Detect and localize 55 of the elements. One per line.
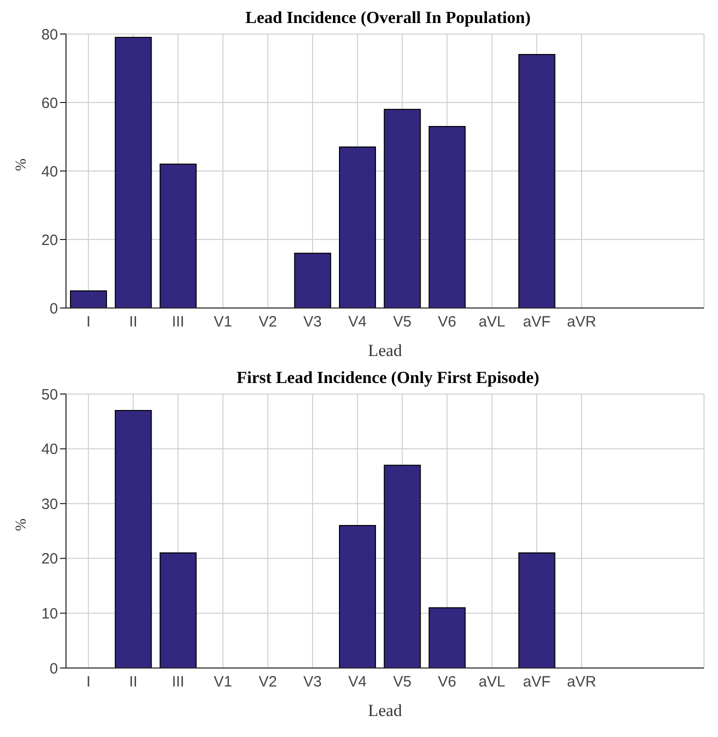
- x-tick-label: V4: [348, 674, 367, 691]
- x-tick-label: III: [172, 674, 184, 691]
- y-tick-label: 30: [41, 496, 58, 513]
- y-axis-title: %: [13, 158, 30, 171]
- y-tick-label: 40: [41, 163, 58, 180]
- x-tick-label: III: [172, 314, 184, 331]
- x-tick-label: I: [86, 314, 91, 331]
- x-tick-label: aVR: [566, 314, 596, 331]
- chart-title: Lead Incidence (Overall In Population): [244, 8, 532, 27]
- bar: [114, 410, 152, 668]
- chart-title: First Lead Incidence (Only First Episode): [236, 368, 540, 387]
- x-tick-label: aVL: [478, 314, 506, 331]
- y-tick-label: 0: [50, 300, 58, 318]
- x-axis-title: Lead: [368, 341, 402, 360]
- bar: [294, 252, 332, 308]
- x-tick-label: V6: [438, 314, 456, 331]
- bar: [160, 552, 197, 668]
- x-tick-label: V4: [348, 314, 367, 331]
- x-tick-label: V3: [303, 674, 322, 691]
- x-tick-label: V5: [393, 674, 412, 691]
- x-tick-label: V6: [438, 674, 456, 691]
- bar: [384, 464, 421, 668]
- x-tick-label: aVF: [522, 314, 551, 331]
- bar: [338, 146, 376, 308]
- y-tick-label: 20: [41, 550, 58, 568]
- bar: [518, 552, 556, 668]
- bar: [384, 108, 421, 308]
- bar: [428, 126, 466, 308]
- y-tick-label: 20: [41, 232, 58, 249]
- bar: [114, 36, 152, 308]
- x-tick-label: II: [129, 674, 138, 691]
- x-tick-label: V3: [303, 314, 322, 331]
- y-tick-label: 50: [41, 386, 58, 404]
- bar: [160, 164, 197, 308]
- bar: [428, 607, 466, 668]
- x-axis-title: Lead: [368, 701, 402, 720]
- bar: [338, 525, 376, 668]
- x-tick-label: V2: [258, 674, 277, 691]
- y-tick-label: 40: [41, 441, 58, 458]
- bar: [70, 290, 107, 308]
- x-tick-label: V5: [393, 314, 412, 331]
- x-tick-label: aVL: [478, 674, 506, 691]
- y-tick-label: 0: [50, 660, 58, 678]
- x-tick-label: I: [86, 674, 91, 691]
- x-tick-label: V2: [258, 314, 277, 331]
- x-tick-label: aVR: [566, 674, 596, 691]
- x-tick-label: aVF: [522, 674, 551, 691]
- y-tick-label: 10: [41, 606, 58, 623]
- y-axis-title: %: [13, 518, 30, 531]
- y-tick-label: 60: [41, 94, 58, 112]
- y-tick-label: 80: [41, 26, 58, 44]
- x-tick-label: V1: [214, 314, 232, 331]
- x-tick-label: II: [129, 314, 138, 331]
- bar: [518, 54, 556, 308]
- x-tick-label: V1: [214, 674, 232, 691]
